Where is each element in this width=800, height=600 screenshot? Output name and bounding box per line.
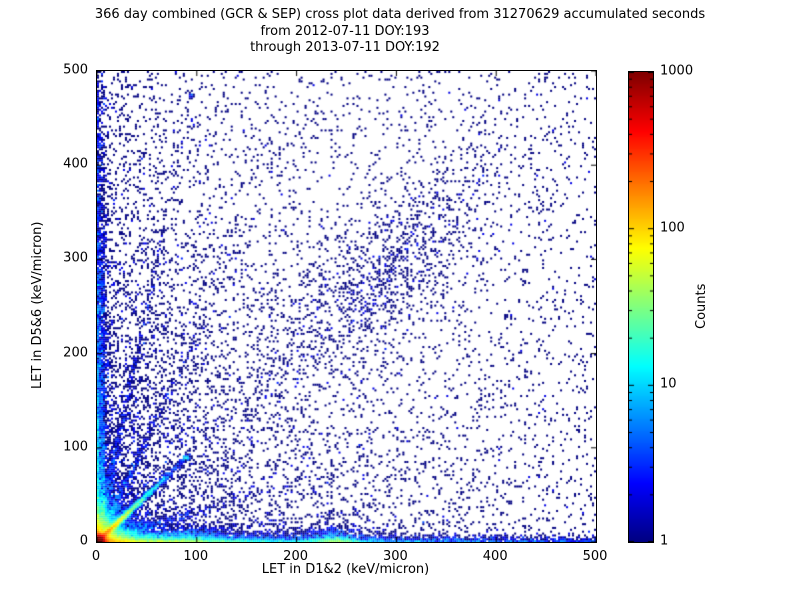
chart-subtitle-through: through 2013-07-11 DOY:192 bbox=[250, 40, 440, 55]
chart-title: 366 day combined (GCR & SEP) cross plot … bbox=[94, 7, 706, 22]
x-tick-label: 400 bbox=[482, 549, 508, 564]
colorbar-canvas bbox=[629, 72, 653, 542]
y-tick-label: 200 bbox=[63, 345, 88, 361]
x-tick-label: 500 bbox=[582, 549, 608, 564]
colorbar-tick-label: 10 bbox=[660, 376, 677, 392]
colorbar-tick-label: 100 bbox=[660, 220, 685, 236]
x-tick-label: 0 bbox=[91, 549, 101, 564]
colorbar-tick-label: 1000 bbox=[660, 63, 694, 79]
x-tick-label: 300 bbox=[382, 549, 408, 564]
colorbar-tick-label: 1 bbox=[660, 533, 669, 549]
y-tick-label: 100 bbox=[63, 439, 88, 455]
y-tick-label: 300 bbox=[63, 250, 88, 266]
y-axis-label: LET in D5&6 (keV/micron) bbox=[30, 221, 45, 390]
chart-subtitle-from: from 2012-07-11 DOY:193 bbox=[260, 24, 430, 39]
x-axis-label: LET in D1&2 (keV/micron) bbox=[261, 562, 430, 577]
plot-area bbox=[96, 70, 597, 543]
y-tick-label: 500 bbox=[63, 62, 88, 78]
heatmap-canvas bbox=[97, 71, 596, 542]
colorbar-label: Counts bbox=[694, 283, 709, 329]
y-tick-label: 400 bbox=[63, 156, 88, 172]
y-tick-label: 0 bbox=[79, 533, 88, 549]
x-tick-label: 200 bbox=[283, 549, 309, 564]
x-tick-label: 100 bbox=[183, 549, 209, 564]
colorbar bbox=[628, 71, 654, 543]
